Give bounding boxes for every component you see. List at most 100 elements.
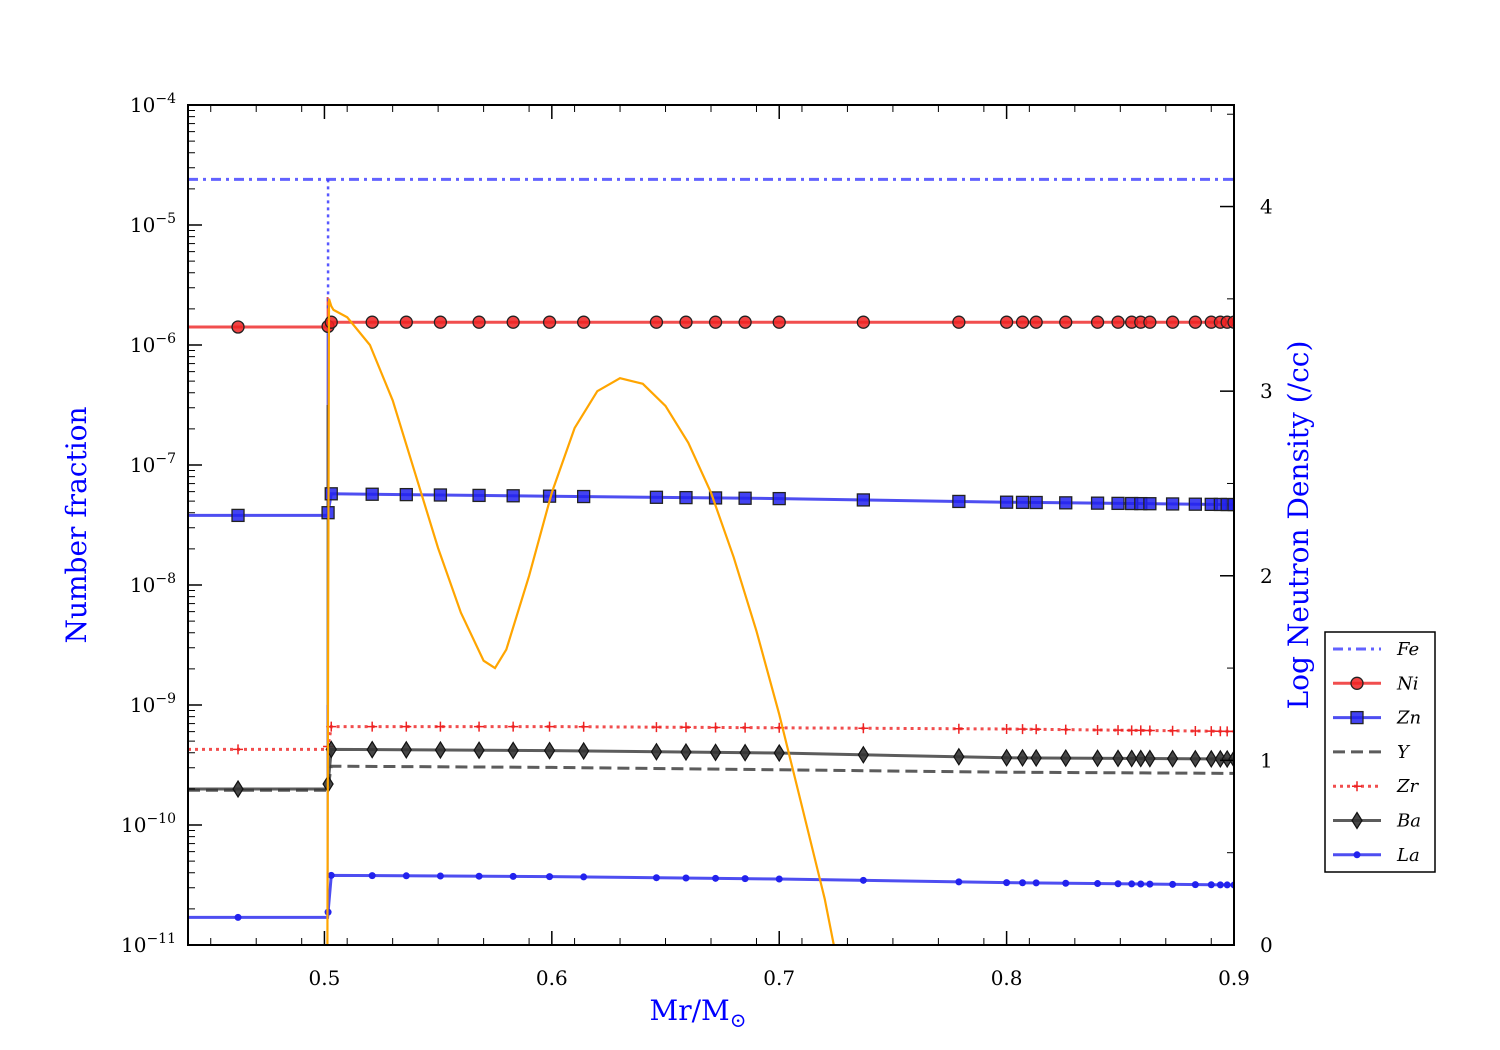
y-axis-title-left: Number fraction xyxy=(60,406,93,643)
x-tick-label: 0.7 xyxy=(763,966,795,990)
y-left-tick-label: 10−11 xyxy=(121,931,176,957)
marker-ni-27 xyxy=(1188,315,1202,329)
marker-zn-10 xyxy=(649,490,664,504)
marker-la-22 xyxy=(1114,880,1122,888)
marker-zn-7 xyxy=(506,489,520,503)
marker-zr-19 xyxy=(1031,724,1042,735)
y-left-tick-exponent: −6 xyxy=(155,331,176,347)
y-left-tick-base: 10 xyxy=(121,933,146,957)
y-right-tick-label: 3 xyxy=(1260,379,1273,403)
series-line-la xyxy=(188,873,1234,919)
marker-la-15 xyxy=(859,876,867,884)
marker-zn-2 xyxy=(324,487,338,501)
marker-ba-10 xyxy=(650,742,663,761)
marker-ni-25 xyxy=(1143,315,1157,329)
series-line-zr xyxy=(188,725,1234,751)
marker-ni-13 xyxy=(738,315,752,329)
neutron-density-curve xyxy=(326,298,835,945)
marker-ba-7 xyxy=(507,741,519,760)
legend-label-ni: Ni xyxy=(1396,673,1419,694)
marker-ni-9 xyxy=(577,315,591,329)
marker-ba-11 xyxy=(680,742,692,762)
marker-zr-8 xyxy=(544,721,555,732)
marker-ba-23 xyxy=(1125,749,1138,768)
marker-la-0 xyxy=(234,913,242,921)
x-tick-label: 0.5 xyxy=(309,966,341,990)
marker-ba-12 xyxy=(709,743,722,762)
y-left-tick-base: 10 xyxy=(130,573,155,597)
y-left-tick-base: 10 xyxy=(121,813,146,837)
marker-la-3 xyxy=(368,872,376,880)
marker-la-6 xyxy=(475,872,483,880)
marker-ba-25 xyxy=(1144,749,1156,768)
marker-zr-6 xyxy=(474,721,485,732)
y-left-tick-exponent: −11 xyxy=(146,931,176,947)
y-left-tick-label: 10−10 xyxy=(121,811,176,837)
marker-zr-9 xyxy=(578,721,589,732)
marker-zn-19 xyxy=(1029,495,1043,510)
marker-la-13 xyxy=(741,875,749,883)
marker-zr-12 xyxy=(710,722,721,733)
marker-ni-19 xyxy=(1029,315,1043,329)
y-left-tick-label: 10−4 xyxy=(130,91,176,117)
marker-ni-5 xyxy=(433,315,448,329)
marker-ba-9 xyxy=(577,741,590,761)
marker-zr-16 xyxy=(953,723,964,734)
series-line-y xyxy=(188,764,1234,792)
marker-zn-14 xyxy=(772,491,786,506)
marker-ni-22 xyxy=(1111,315,1125,329)
y-right-tick-label: 2 xyxy=(1260,564,1273,588)
marker-zn-21 xyxy=(1090,496,1105,510)
y-left-tick-base: 10 xyxy=(130,333,155,357)
marker-ni-10 xyxy=(649,315,664,329)
marker-la-25 xyxy=(1146,880,1154,888)
marker-zn-20 xyxy=(1059,496,1073,510)
x-tick-label: 0.6 xyxy=(536,966,568,990)
marker-zn-9 xyxy=(577,489,591,504)
marker-zn-31 xyxy=(1227,497,1234,512)
marker-ni-14 xyxy=(772,315,786,329)
marker-la-10 xyxy=(652,874,660,882)
marker-zr-31 xyxy=(1229,726,1234,737)
marker-ba-20 xyxy=(1060,748,1072,768)
marker-zn-11 xyxy=(679,490,693,505)
marker-ba-22 xyxy=(1112,749,1124,768)
marker-ba-24 xyxy=(1135,749,1147,768)
marker-ba-13 xyxy=(739,743,751,762)
marker-zn-18 xyxy=(1015,495,1030,510)
legend-label-fe: Fe xyxy=(1396,639,1419,660)
marker-la-26 xyxy=(1169,880,1177,888)
marker-la-4 xyxy=(402,872,410,880)
marker-zr-28 xyxy=(1206,726,1217,737)
marker-la-9 xyxy=(580,873,588,881)
marker-ba-18 xyxy=(1016,748,1029,768)
marker-zr-20 xyxy=(1060,724,1071,735)
marker-ni-17 xyxy=(999,315,1014,329)
y-left-tick-label: 10−9 xyxy=(130,691,176,717)
marker-ba-27 xyxy=(1189,749,1202,768)
x-axis-title-subscript: ⊙ xyxy=(730,1008,747,1032)
marker-ba-14 xyxy=(773,743,785,763)
marker-ni-3 xyxy=(365,315,379,329)
y-left-tick-label: 10−5 xyxy=(130,211,176,237)
plot-frame xyxy=(187,104,1235,946)
y-axis-title-right: Log Neutron Density (/cc) xyxy=(1282,341,1315,710)
marker-la-16 xyxy=(955,878,963,886)
marker-zn-5 xyxy=(433,488,448,502)
marker-ba-19 xyxy=(1030,748,1042,768)
marker-zr-5 xyxy=(435,721,446,732)
marker-zr-3 xyxy=(367,721,378,732)
marker-ni-4 xyxy=(399,315,413,329)
marker-la-7 xyxy=(509,872,517,880)
y-right-tick-label: 4 xyxy=(1260,195,1273,219)
marker-zn-0 xyxy=(231,508,245,523)
marker-la-21 xyxy=(1094,880,1102,888)
y-left-tick-label: 10−8 xyxy=(130,571,176,597)
marker-la-12 xyxy=(712,874,720,882)
marker-zr-22 xyxy=(1113,725,1124,736)
legend-label-y: Y xyxy=(1397,742,1411,763)
x-axis-title: Mr/M⊙ xyxy=(650,994,747,1032)
marker-la-18 xyxy=(1019,879,1027,887)
marker-la-28 xyxy=(1207,881,1215,889)
